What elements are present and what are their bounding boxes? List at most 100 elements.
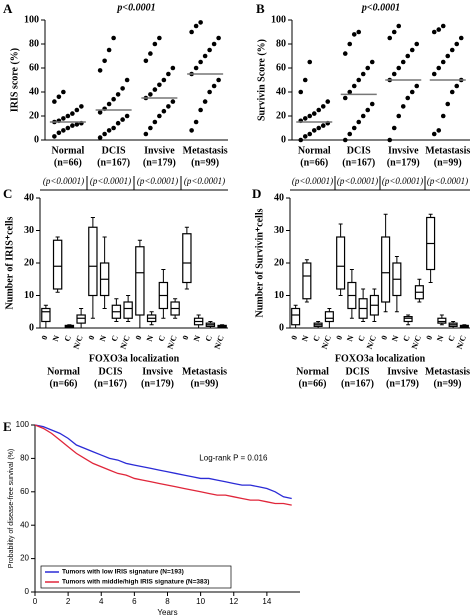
legend-label: Tumors with low IRIS signature (N=193) (62, 569, 184, 576)
dot (198, 20, 203, 25)
dot (454, 41, 460, 47)
y-tick-label: 0 (25, 587, 30, 596)
annotation: Log-rank P = 0.016 (199, 454, 268, 463)
dot (124, 113, 130, 119)
y-tick-label: 80 (29, 38, 39, 49)
box-label: N (300, 334, 311, 343)
dot (347, 89, 353, 95)
dot (431, 71, 437, 77)
box (41, 307, 51, 323)
x-tick-count: (n=167) (341, 378, 374, 389)
dot (454, 83, 460, 89)
dot (79, 104, 84, 109)
dot (347, 131, 353, 137)
dot (445, 53, 451, 59)
dot (106, 101, 112, 107)
dot (360, 71, 366, 77)
y-tick-label: 80 (20, 454, 29, 463)
panel-letter: D (252, 186, 261, 201)
x-axis-label: FOXO3a localization (335, 353, 426, 364)
dot (356, 119, 362, 125)
box (52, 239, 63, 290)
y-tick-label: 0 (34, 134, 39, 145)
box (123, 301, 133, 319)
dot (365, 107, 371, 113)
x-tick-label: DCIS (102, 145, 126, 156)
y-tick-label: 60 (20, 487, 29, 496)
dot (111, 125, 116, 131)
dot (74, 107, 80, 113)
x-tick-count: (n=99) (191, 378, 219, 389)
box (302, 262, 312, 300)
dot (400, 104, 406, 109)
dot (161, 108, 167, 114)
box (381, 236, 391, 303)
x-tick-label: Normal (296, 366, 329, 377)
dot (316, 107, 322, 113)
box (291, 307, 301, 326)
dot (387, 35, 393, 41)
box-label: N/C (166, 334, 179, 350)
box-label: 0 (87, 334, 97, 341)
x-tick-label: Normal (51, 145, 84, 156)
dot (102, 58, 107, 64)
dot (70, 111, 75, 116)
dot (65, 125, 71, 131)
x-tick-label: DCIS (346, 366, 370, 377)
x-tick-count: (n=99) (191, 157, 219, 168)
dot (351, 32, 357, 37)
y-tick-label: 60 (29, 62, 39, 73)
box-label: N/C (365, 334, 378, 350)
x-tick-label: 12 (229, 597, 238, 606)
dot (440, 113, 446, 119)
dot (120, 117, 125, 122)
dot (436, 65, 442, 71)
panel-letter: E (3, 419, 12, 434)
dot (102, 131, 107, 137)
box (76, 314, 86, 324)
dot (307, 59, 313, 65)
x-tick-label: Invsive (387, 366, 418, 377)
x-tick-count: (n=99) (434, 378, 462, 389)
box-label: N (192, 334, 203, 343)
box-label: 0 (334, 334, 344, 341)
dot (106, 128, 112, 133)
dot (409, 47, 415, 53)
dot (161, 77, 167, 83)
dot (351, 83, 357, 89)
dot (115, 120, 121, 126)
dot (157, 113, 162, 119)
box-label: C (157, 334, 168, 343)
y-tick-label: 40 (24, 192, 34, 203)
y-axis-label: Survivin Score (%) (256, 39, 267, 121)
dot (440, 59, 446, 65)
box-label: 0 (134, 334, 144, 341)
box-label: N/C (455, 334, 468, 350)
dot (193, 119, 199, 125)
dot (143, 58, 149, 64)
dot (316, 125, 322, 131)
x-tick-count: (n=179) (141, 378, 174, 389)
box-label: C (356, 334, 367, 343)
group-annotation: (p<0.0001) (137, 176, 178, 186)
y-tick-label: 20 (29, 110, 39, 121)
dot (449, 89, 455, 95)
y-axis-label: Number of IRIS⁺cells (4, 216, 15, 309)
dot (56, 94, 62, 100)
dot (207, 89, 212, 95)
box-label: C (311, 334, 322, 343)
dot (440, 23, 446, 29)
dot (189, 128, 194, 133)
dot (216, 77, 221, 83)
dot (97, 135, 103, 140)
y-tick-label: 10 (274, 290, 284, 301)
dot (298, 89, 304, 95)
dot (216, 35, 221, 41)
dot (307, 113, 313, 119)
dot (52, 99, 57, 104)
x-tick-label: Invsive (144, 145, 175, 156)
x-tick-label: 0 (33, 597, 38, 606)
dot (436, 128, 442, 133)
dot (193, 65, 199, 71)
